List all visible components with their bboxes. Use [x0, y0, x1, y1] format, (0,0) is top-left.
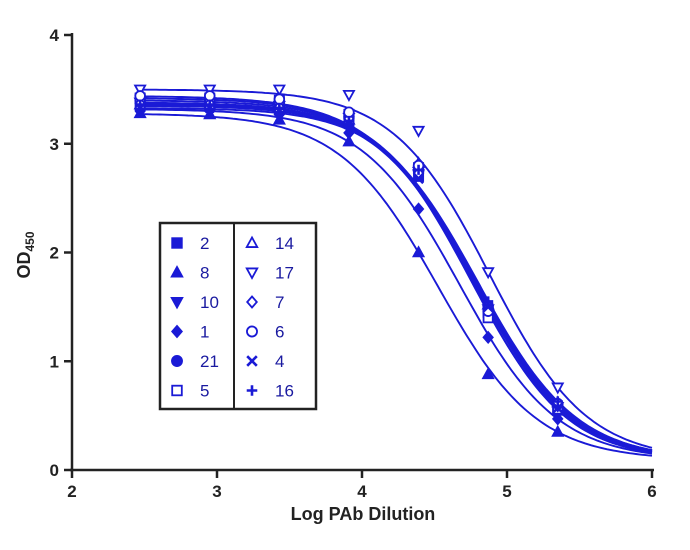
- legend-label: 2: [200, 234, 209, 253]
- legend-label: 1: [200, 323, 209, 342]
- legend-label: 10: [200, 293, 219, 312]
- marker-series-1: [551, 412, 564, 426]
- legend-marker-icon: [246, 295, 258, 309]
- marker-series-17: [272, 84, 286, 97]
- legend-label: 16: [275, 382, 294, 401]
- x-tick-label: 4: [357, 482, 367, 501]
- marker-series-1: [343, 126, 355, 140]
- data-markers: [133, 84, 565, 437]
- legend-marker-icon: [246, 355, 258, 367]
- legend-entry-2: 2: [171, 234, 209, 253]
- x-tick-label: 6: [647, 482, 656, 501]
- legend-marker-icon: [170, 297, 184, 310]
- marker-series-16: [483, 296, 494, 307]
- marker-series-4: [482, 301, 494, 313]
- legend-label: 8: [200, 264, 209, 283]
- legend-marker-icon: [171, 384, 183, 397]
- marker-series-16: [135, 99, 146, 110]
- x-tick-label: 3: [212, 482, 221, 501]
- legend-entry-10: 10: [170, 293, 219, 312]
- fitted-curves: [140, 88, 653, 457]
- marker-series-16: [343, 115, 355, 126]
- marker-series-1: [482, 330, 494, 344]
- marker-series-8: [481, 367, 495, 380]
- legend-marker-icon: [170, 265, 184, 278]
- marker-series-6: [343, 106, 355, 118]
- legend-label: 17: [275, 264, 294, 283]
- marker-series-6: [134, 90, 146, 102]
- marker-series-17: [481, 267, 495, 280]
- marker-series-6: [273, 93, 286, 105]
- legend-entry-16: 16: [246, 382, 294, 401]
- marker-series-16: [552, 396, 563, 407]
- marker-series-1: [412, 202, 425, 216]
- marker-series-8: [342, 134, 356, 147]
- marker-series-16: [413, 164, 424, 175]
- marker-series-16: [274, 102, 285, 113]
- legend-entry-6: 6: [246, 323, 284, 342]
- marker-series-17: [342, 90, 356, 102]
- x-tick-label: 5: [502, 482, 511, 501]
- legend-label: 4: [275, 352, 284, 371]
- marker-series-8: [411, 245, 426, 258]
- curve-series-17: [140, 88, 653, 449]
- axis-ticks: 2 3 4 5 6 0 1 2 3 4: [50, 26, 657, 501]
- y-tick-label: 0: [50, 461, 59, 480]
- y-axis-title-main: OD: [14, 252, 34, 279]
- marker-series-17: [133, 84, 147, 97]
- curve-series-8: [140, 113, 653, 457]
- curve-series-16: [140, 104, 653, 452]
- marker-series-4: [552, 402, 564, 414]
- legend-label: 6: [275, 323, 284, 342]
- y-tick-label: 4: [50, 26, 60, 45]
- y-tick-label: 2: [50, 244, 59, 263]
- y-axis-title: OD450: [14, 231, 37, 278]
- x-tick-label: 2: [67, 482, 76, 501]
- legend-entry-14: 14: [245, 234, 294, 253]
- legend-label: 14: [275, 234, 294, 253]
- marker-series-4: [413, 173, 425, 185]
- legend-marker-icon: [246, 385, 258, 396]
- legend-marker-icon: [245, 235, 259, 248]
- y-axis-title-subscript: 450: [23, 231, 37, 251]
- legend-marker-icon: [171, 324, 183, 339]
- legend-marker-icon: [171, 237, 183, 249]
- marker-series-8: [551, 424, 565, 437]
- legend-entry-5: 5: [171, 382, 209, 401]
- legend-entry-21: 21: [171, 352, 219, 371]
- marker-series-17: [551, 382, 565, 395]
- legend-marker-icon: [246, 325, 258, 338]
- legend-box: [158, 221, 318, 411]
- y-tick-label: 3: [50, 135, 59, 154]
- legend-marker-icon: [171, 355, 183, 367]
- legend-entry-4: 4: [246, 352, 284, 371]
- legend-entry-1: 1: [171, 323, 209, 342]
- marker-series-16: [204, 99, 215, 110]
- x-axis-title: Log PAb Dilution: [291, 504, 436, 524]
- legend-label: 7: [275, 293, 284, 312]
- marker-series-17: [411, 125, 426, 138]
- legend: 2 8 10 1 21 5 14 17 7 6 4 16: [158, 221, 318, 411]
- legend-entry-7: 7: [246, 293, 284, 312]
- legend-entry-17: 17: [245, 264, 294, 283]
- legend-label: 21: [200, 352, 219, 371]
- legend-label: 5: [200, 382, 209, 401]
- marker-series-17: [203, 84, 217, 97]
- legend-marker-icon: [245, 267, 259, 280]
- legend-entry-8: 8: [170, 264, 209, 283]
- y-tick-label: 1: [50, 352, 59, 371]
- curve-series-1: [140, 108, 653, 455]
- marker-series-6: [204, 90, 216, 102]
